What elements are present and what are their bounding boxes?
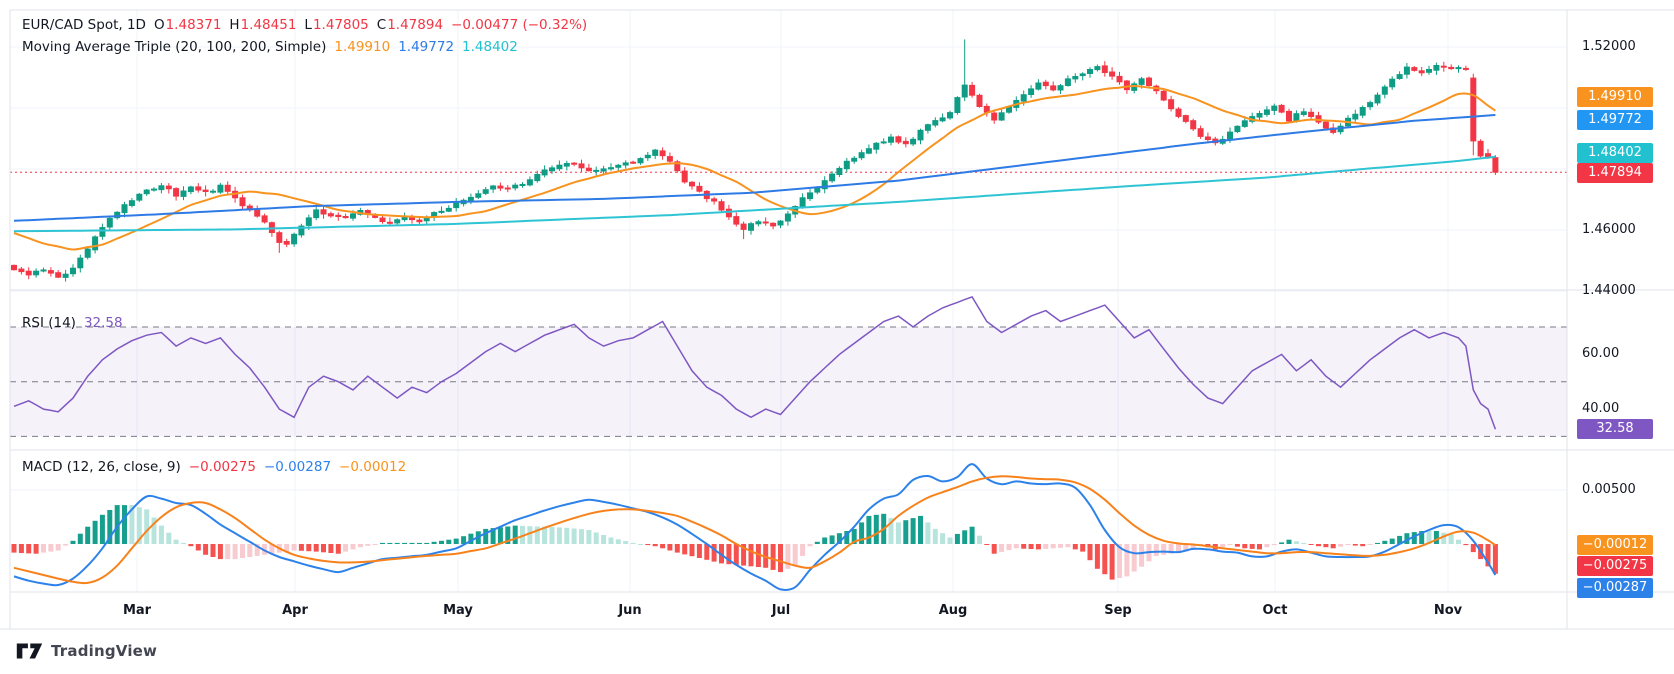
x-axis-month-label[interactable]: May [443, 603, 473, 618]
price-axis-badge: 1.49772 [1577, 110, 1653, 130]
rsi-value: 32.58 [83, 315, 123, 331]
rsi-legend: RSI (14) 32.58 [22, 315, 123, 331]
ohlc-low: L 1.47805 [304, 17, 369, 33]
footer-brand[interactable]: TradingView [16, 640, 157, 662]
macd-line-value: −0.00287 [263, 459, 332, 475]
change-value: −0.00477 (−0.32%) [451, 17, 588, 33]
y-axis-label: 40.00 [1582, 401, 1620, 416]
price-axis-badge: −0.00012 [1577, 535, 1653, 555]
x-axis-month-label[interactable]: Mar [122, 603, 152, 618]
ma100-value: 1.49772 [398, 39, 455, 55]
candles-up [33, 39, 1462, 282]
y-axis-label: 60.00 [1582, 346, 1620, 361]
rsi-band [10, 327, 1567, 437]
macd-hist-value: −0.00275 [188, 459, 256, 475]
x-axis-month-label[interactable]: Nov [1433, 603, 1463, 618]
price-axis-badge: 1.49910 [1577, 87, 1653, 107]
ohlc-high: H 1.48451 [229, 17, 297, 33]
candles-down [11, 61, 1499, 280]
x-axis-month-label[interactable]: Sep [1104, 603, 1132, 618]
macd-indicator-title[interactable]: MACD (12, 26, close, 9) [22, 459, 181, 475]
ma-indicator-title[interactable]: Moving Average Triple (20, 100, 200, Sim… [22, 39, 327, 55]
tradingview-logo-icon [16, 643, 43, 659]
ma200-line [13, 155, 1496, 233]
ma20-value: 1.49910 [334, 39, 391, 55]
rsi-indicator-title[interactable]: RSI (14) [22, 315, 76, 331]
symbol-title[interactable]: EUR/CAD Spot, 1D [22, 17, 146, 33]
y-axis-label: 1.46000 [1582, 222, 1636, 237]
price-axis-badge: 1.48402 [1577, 143, 1653, 163]
price-axis-badge: 1.47894 [1577, 163, 1653, 183]
ma200-value: 1.48402 [462, 39, 518, 55]
ma20-line [13, 84, 1496, 251]
macd-legend: MACD (12, 26, close, 9) −0.00275 −0.0028… [22, 459, 406, 475]
main-legend: EUR/CAD Spot, 1D O 1.48371 H 1.48451 L 1.47… [22, 17, 587, 33]
macd-signal-value: −0.00012 [339, 459, 407, 475]
price-axis-badge: 32.58 [1577, 419, 1653, 439]
x-axis-month-label[interactable]: Jul [771, 603, 791, 618]
ma-legend: Moving Average Triple (20, 100, 200, Sim… [22, 39, 518, 55]
y-axis-label: 1.52000 [1582, 39, 1636, 54]
x-axis-month-label[interactable]: Jun [618, 603, 642, 618]
x-axis-month-label[interactable]: Aug [938, 603, 968, 618]
y-axis-label: 0.00500 [1582, 482, 1636, 497]
x-axis-month-label[interactable]: Apr [282, 603, 308, 618]
macd-histogram [11, 505, 1498, 580]
y-axis-label: 1.44000 [1582, 283, 1636, 298]
x-axis-month-label[interactable]: Oct [1262, 603, 1288, 618]
macd-signal-line [13, 475, 1496, 585]
price-axis-badge: −0.00275 [1577, 556, 1653, 576]
price-axis-badge: −0.00287 [1577, 578, 1653, 598]
ohlc-close: C 1.47894 [376, 17, 444, 33]
rsi-line [13, 295, 1497, 430]
macd-line [13, 463, 1497, 591]
ma100-line [13, 114, 1496, 222]
ohlc-open: O 1.48371 [153, 17, 222, 33]
